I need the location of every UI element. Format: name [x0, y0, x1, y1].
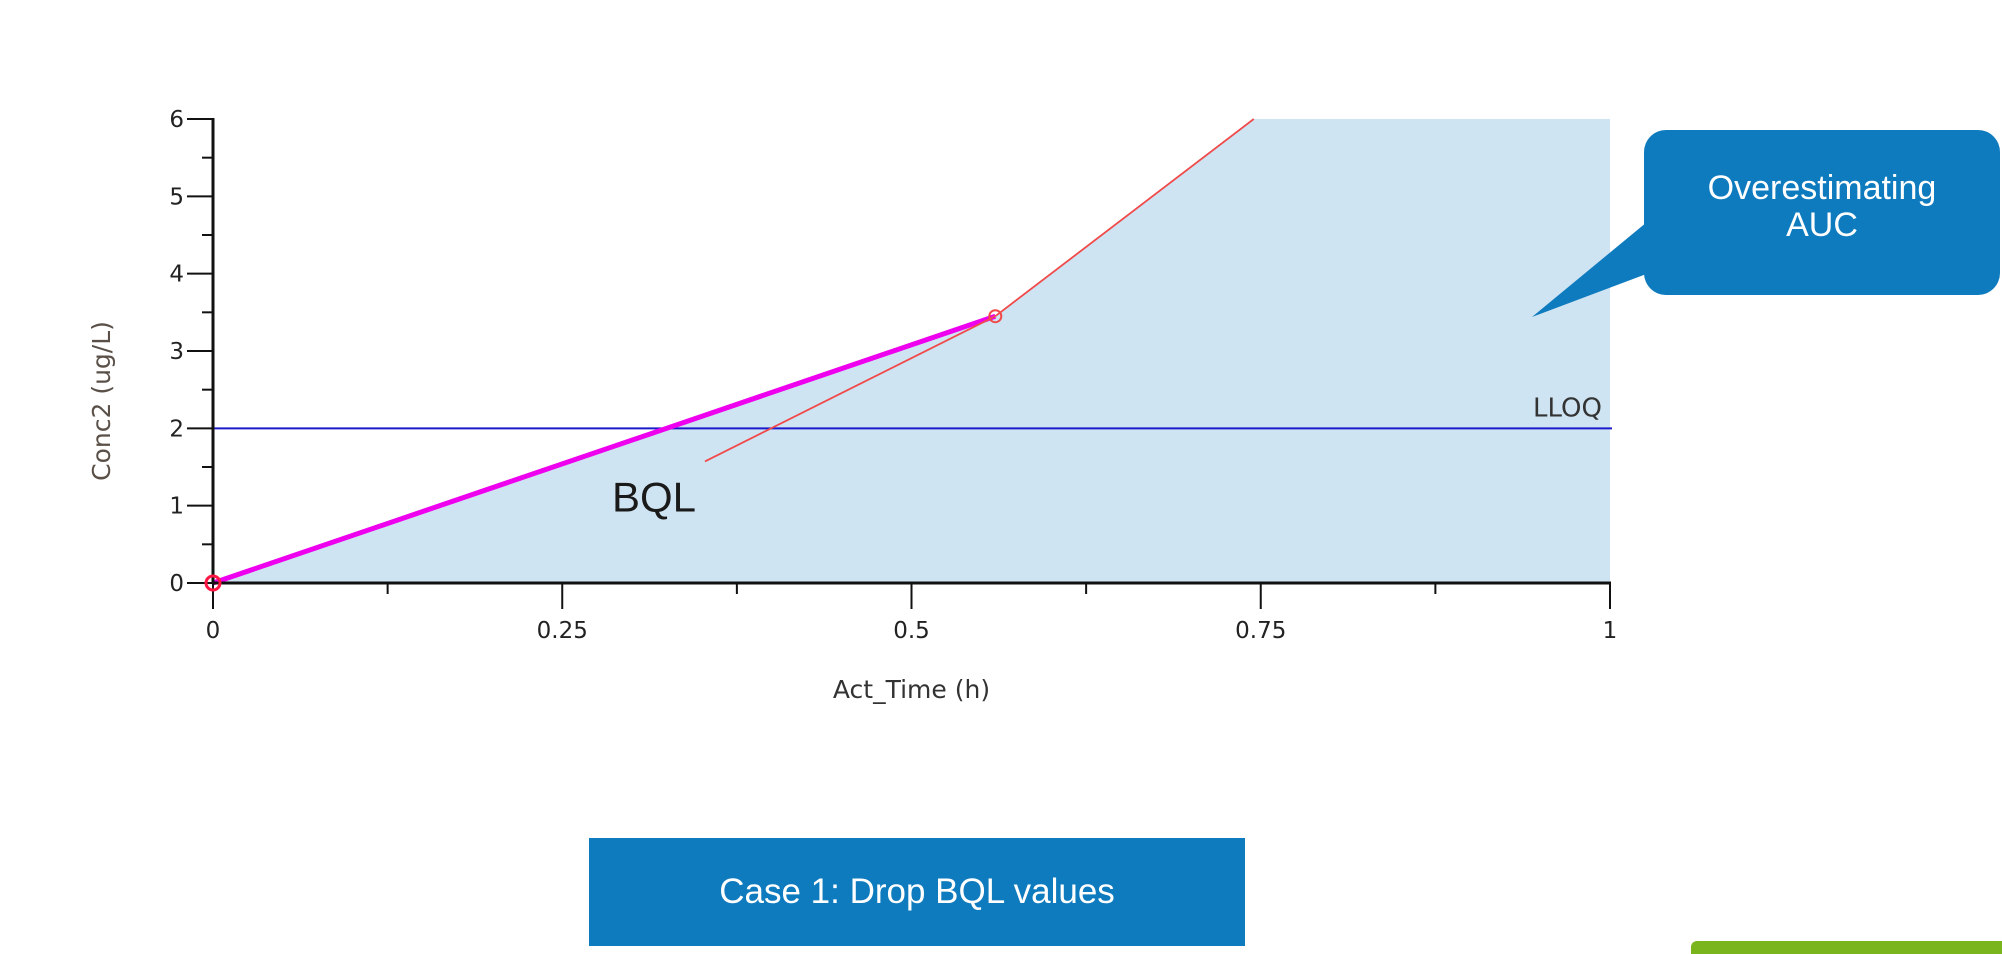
callout-tail	[1532, 222, 1657, 317]
x-tick-label: 0.5	[893, 618, 930, 644]
x-axis-label: Act_Time (h)	[833, 675, 990, 704]
data-point-marker	[988, 309, 1003, 324]
y-tick-label: 0	[169, 571, 184, 597]
axes: 0 1 2 3 4 5 6 0 0.25 0.5 0.75 1	[169, 107, 1617, 644]
x-tick-label: 0.25	[537, 618, 588, 644]
y-tick-label: 5	[169, 184, 184, 210]
next-button[interactable]	[1691, 941, 2002, 954]
callout-text: Overestimating AUC	[1707, 168, 1937, 244]
series-line-2	[994, 118, 1255, 317]
data-point-marker	[204, 574, 222, 592]
bql-annotation: BQL	[612, 473, 696, 520]
case-1-button-label: Case 1: Drop BQL values	[719, 872, 1115, 911]
x-tick-label: 0	[206, 618, 221, 644]
x-tick-label: 1	[1603, 618, 1618, 644]
bql-pointer-line	[704, 315, 996, 463]
auc-shaded-area	[213, 119, 1610, 583]
overestimating-auc-callout: Overestimating AUC	[1644, 130, 2000, 295]
case-1-button[interactable]: Case 1: Drop BQL values	[589, 838, 1245, 946]
y-tick-label: 1	[169, 494, 184, 520]
y-tick-label: 2	[169, 416, 184, 442]
y-tick-label: 3	[169, 339, 184, 365]
y-tick-label: 6	[169, 107, 184, 133]
x-tick-label: 0.75	[1235, 618, 1286, 644]
y-tick-label: 4	[169, 262, 184, 288]
series-group	[212, 118, 1255, 586]
series-line-1	[212, 313, 997, 586]
data-markers	[204, 309, 1003, 592]
y-axis-label: Conc2 (ug/L)	[87, 321, 116, 481]
lloq-label: LLOQ	[1533, 393, 1602, 423]
